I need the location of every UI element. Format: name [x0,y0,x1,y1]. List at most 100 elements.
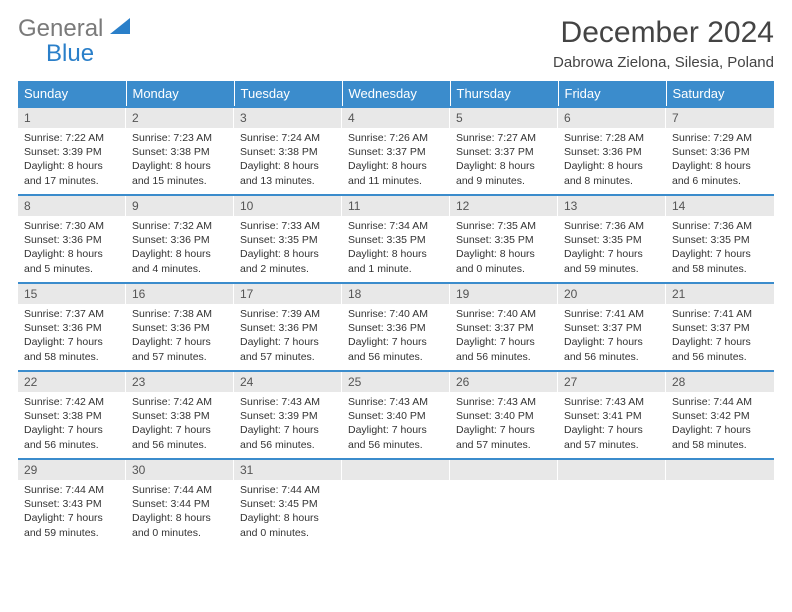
calendar-day-cell: 21Sunrise: 7:41 AMSunset: 3:37 PMDayligh… [666,283,774,371]
day-number: 28 [666,372,774,392]
daylight-line: Daylight: 8 hours and 9 minutes. [456,159,552,187]
sunrise-line: Sunrise: 7:41 AM [564,307,660,321]
weekday-header: Sunday [18,81,126,107]
calendar-day-cell: 2Sunrise: 7:23 AMSunset: 3:38 PMDaylight… [126,107,234,195]
sunset-line: Sunset: 3:44 PM [132,497,228,511]
calendar-day-cell: 4Sunrise: 7:26 AMSunset: 3:37 PMDaylight… [342,107,450,195]
logo-text-blue: Blue [46,40,94,67]
daylight-line: Daylight: 8 hours and 0 minutes. [456,247,552,275]
calendar-week-row: 29Sunrise: 7:44 AMSunset: 3:43 PMDayligh… [18,459,774,547]
day-details: Sunrise: 7:24 AMSunset: 3:38 PMDaylight:… [234,128,342,192]
calendar-day-cell: 7Sunrise: 7:29 AMSunset: 3:36 PMDaylight… [666,107,774,195]
header: General Blue December 2024 Dabrowa Zielo… [18,16,774,71]
sunset-line: Sunset: 3:41 PM [564,409,660,423]
daylight-line: Daylight: 7 hours and 57 minutes. [456,423,552,451]
day-number: 30 [126,460,234,480]
calendar-day-cell: 24Sunrise: 7:43 AMSunset: 3:39 PMDayligh… [234,371,342,459]
weekday-header: Thursday [450,81,558,107]
calendar-day-cell: 27Sunrise: 7:43 AMSunset: 3:41 PMDayligh… [558,371,666,459]
daylight-line: Daylight: 7 hours and 59 minutes. [24,511,120,539]
day-details: Sunrise: 7:22 AMSunset: 3:39 PMDaylight:… [18,128,126,192]
calendar-day-cell: 11Sunrise: 7:34 AMSunset: 3:35 PMDayligh… [342,195,450,283]
day-number: 23 [126,372,234,392]
sunset-line: Sunset: 3:36 PM [132,233,228,247]
sunset-line: Sunset: 3:35 PM [240,233,336,247]
calendar-day-cell: 20Sunrise: 7:41 AMSunset: 3:37 PMDayligh… [558,283,666,371]
daylight-line: Daylight: 8 hours and 4 minutes. [132,247,228,275]
sunrise-line: Sunrise: 7:43 AM [348,395,444,409]
day-number: 31 [234,460,342,480]
sunrise-line: Sunrise: 7:30 AM [24,219,120,233]
day-details: Sunrise: 7:43 AMSunset: 3:40 PMDaylight:… [450,392,558,456]
weekday-header: Monday [126,81,234,107]
sunset-line: Sunset: 3:37 PM [564,321,660,335]
day-number: 1 [18,108,126,128]
day-number: 9 [126,196,234,216]
sunset-line: Sunset: 3:38 PM [240,145,336,159]
sunset-line: Sunset: 3:42 PM [672,409,768,423]
sunset-line: Sunset: 3:36 PM [24,233,120,247]
day-details: Sunrise: 7:42 AMSunset: 3:38 PMDaylight:… [126,392,234,456]
day-details: Sunrise: 7:29 AMSunset: 3:36 PMDaylight:… [666,128,774,192]
day-number: 29 [18,460,126,480]
sunrise-line: Sunrise: 7:43 AM [456,395,552,409]
day-details: Sunrise: 7:28 AMSunset: 3:36 PMDaylight:… [558,128,666,192]
day-number-empty [450,460,558,480]
calendar-day-cell: 26Sunrise: 7:43 AMSunset: 3:40 PMDayligh… [450,371,558,459]
sunrise-line: Sunrise: 7:42 AM [132,395,228,409]
sunrise-line: Sunrise: 7:23 AM [132,131,228,145]
day-details: Sunrise: 7:36 AMSunset: 3:35 PMDaylight:… [558,216,666,280]
sunrise-line: Sunrise: 7:41 AM [672,307,768,321]
sunset-line: Sunset: 3:38 PM [132,409,228,423]
daylight-line: Daylight: 8 hours and 0 minutes. [132,511,228,539]
sunset-line: Sunset: 3:35 PM [672,233,768,247]
daylight-line: Daylight: 7 hours and 56 minutes. [24,423,120,451]
sunrise-line: Sunrise: 7:39 AM [240,307,336,321]
daylight-line: Daylight: 8 hours and 2 minutes. [240,247,336,275]
sunset-line: Sunset: 3:40 PM [348,409,444,423]
calendar-week-row: 1Sunrise: 7:22 AMSunset: 3:39 PMDaylight… [18,107,774,195]
day-number: 26 [450,372,558,392]
day-details: Sunrise: 7:44 AMSunset: 3:43 PMDaylight:… [18,480,126,544]
calendar-week-row: 15Sunrise: 7:37 AMSunset: 3:36 PMDayligh… [18,283,774,371]
day-details: Sunrise: 7:36 AMSunset: 3:35 PMDaylight:… [666,216,774,280]
day-number-empty [342,460,450,480]
day-number: 24 [234,372,342,392]
calendar-day-cell: 25Sunrise: 7:43 AMSunset: 3:40 PMDayligh… [342,371,450,459]
calendar-day-cell: 19Sunrise: 7:40 AMSunset: 3:37 PMDayligh… [450,283,558,371]
sunrise-line: Sunrise: 7:40 AM [456,307,552,321]
calendar-day-cell [666,459,774,547]
sunset-line: Sunset: 3:35 PM [564,233,660,247]
sunset-line: Sunset: 3:35 PM [456,233,552,247]
sunrise-line: Sunrise: 7:40 AM [348,307,444,321]
sunset-line: Sunset: 3:37 PM [348,145,444,159]
calendar-day-cell: 12Sunrise: 7:35 AMSunset: 3:35 PMDayligh… [450,195,558,283]
day-details: Sunrise: 7:43 AMSunset: 3:41 PMDaylight:… [558,392,666,456]
daylight-line: Daylight: 7 hours and 56 minutes. [132,423,228,451]
month-title: December 2024 [553,16,774,50]
daylight-line: Daylight: 7 hours and 57 minutes. [132,335,228,363]
location-label: Dabrowa Zielona, Silesia, Poland [553,54,774,71]
sunrise-line: Sunrise: 7:37 AM [24,307,120,321]
calendar-day-cell [558,459,666,547]
sunrise-line: Sunrise: 7:33 AM [240,219,336,233]
daylight-line: Daylight: 8 hours and 13 minutes. [240,159,336,187]
day-number: 22 [18,372,126,392]
logo: General Blue [18,16,132,66]
sunset-line: Sunset: 3:37 PM [456,145,552,159]
day-details: Sunrise: 7:41 AMSunset: 3:37 PMDaylight:… [558,304,666,368]
sunrise-line: Sunrise: 7:27 AM [456,131,552,145]
title-block: December 2024 Dabrowa Zielona, Silesia, … [553,16,774,71]
calendar-week-row: 22Sunrise: 7:42 AMSunset: 3:38 PMDayligh… [18,371,774,459]
sunrise-line: Sunrise: 7:36 AM [564,219,660,233]
day-details: Sunrise: 7:44 AMSunset: 3:44 PMDaylight:… [126,480,234,544]
sunset-line: Sunset: 3:36 PM [24,321,120,335]
sunrise-line: Sunrise: 7:38 AM [132,307,228,321]
calendar-day-cell: 29Sunrise: 7:44 AMSunset: 3:43 PMDayligh… [18,459,126,547]
day-number: 10 [234,196,342,216]
calendar-day-cell [342,459,450,547]
calendar-day-cell: 18Sunrise: 7:40 AMSunset: 3:36 PMDayligh… [342,283,450,371]
day-number: 13 [558,196,666,216]
sunset-line: Sunset: 3:36 PM [240,321,336,335]
sunrise-line: Sunrise: 7:35 AM [456,219,552,233]
